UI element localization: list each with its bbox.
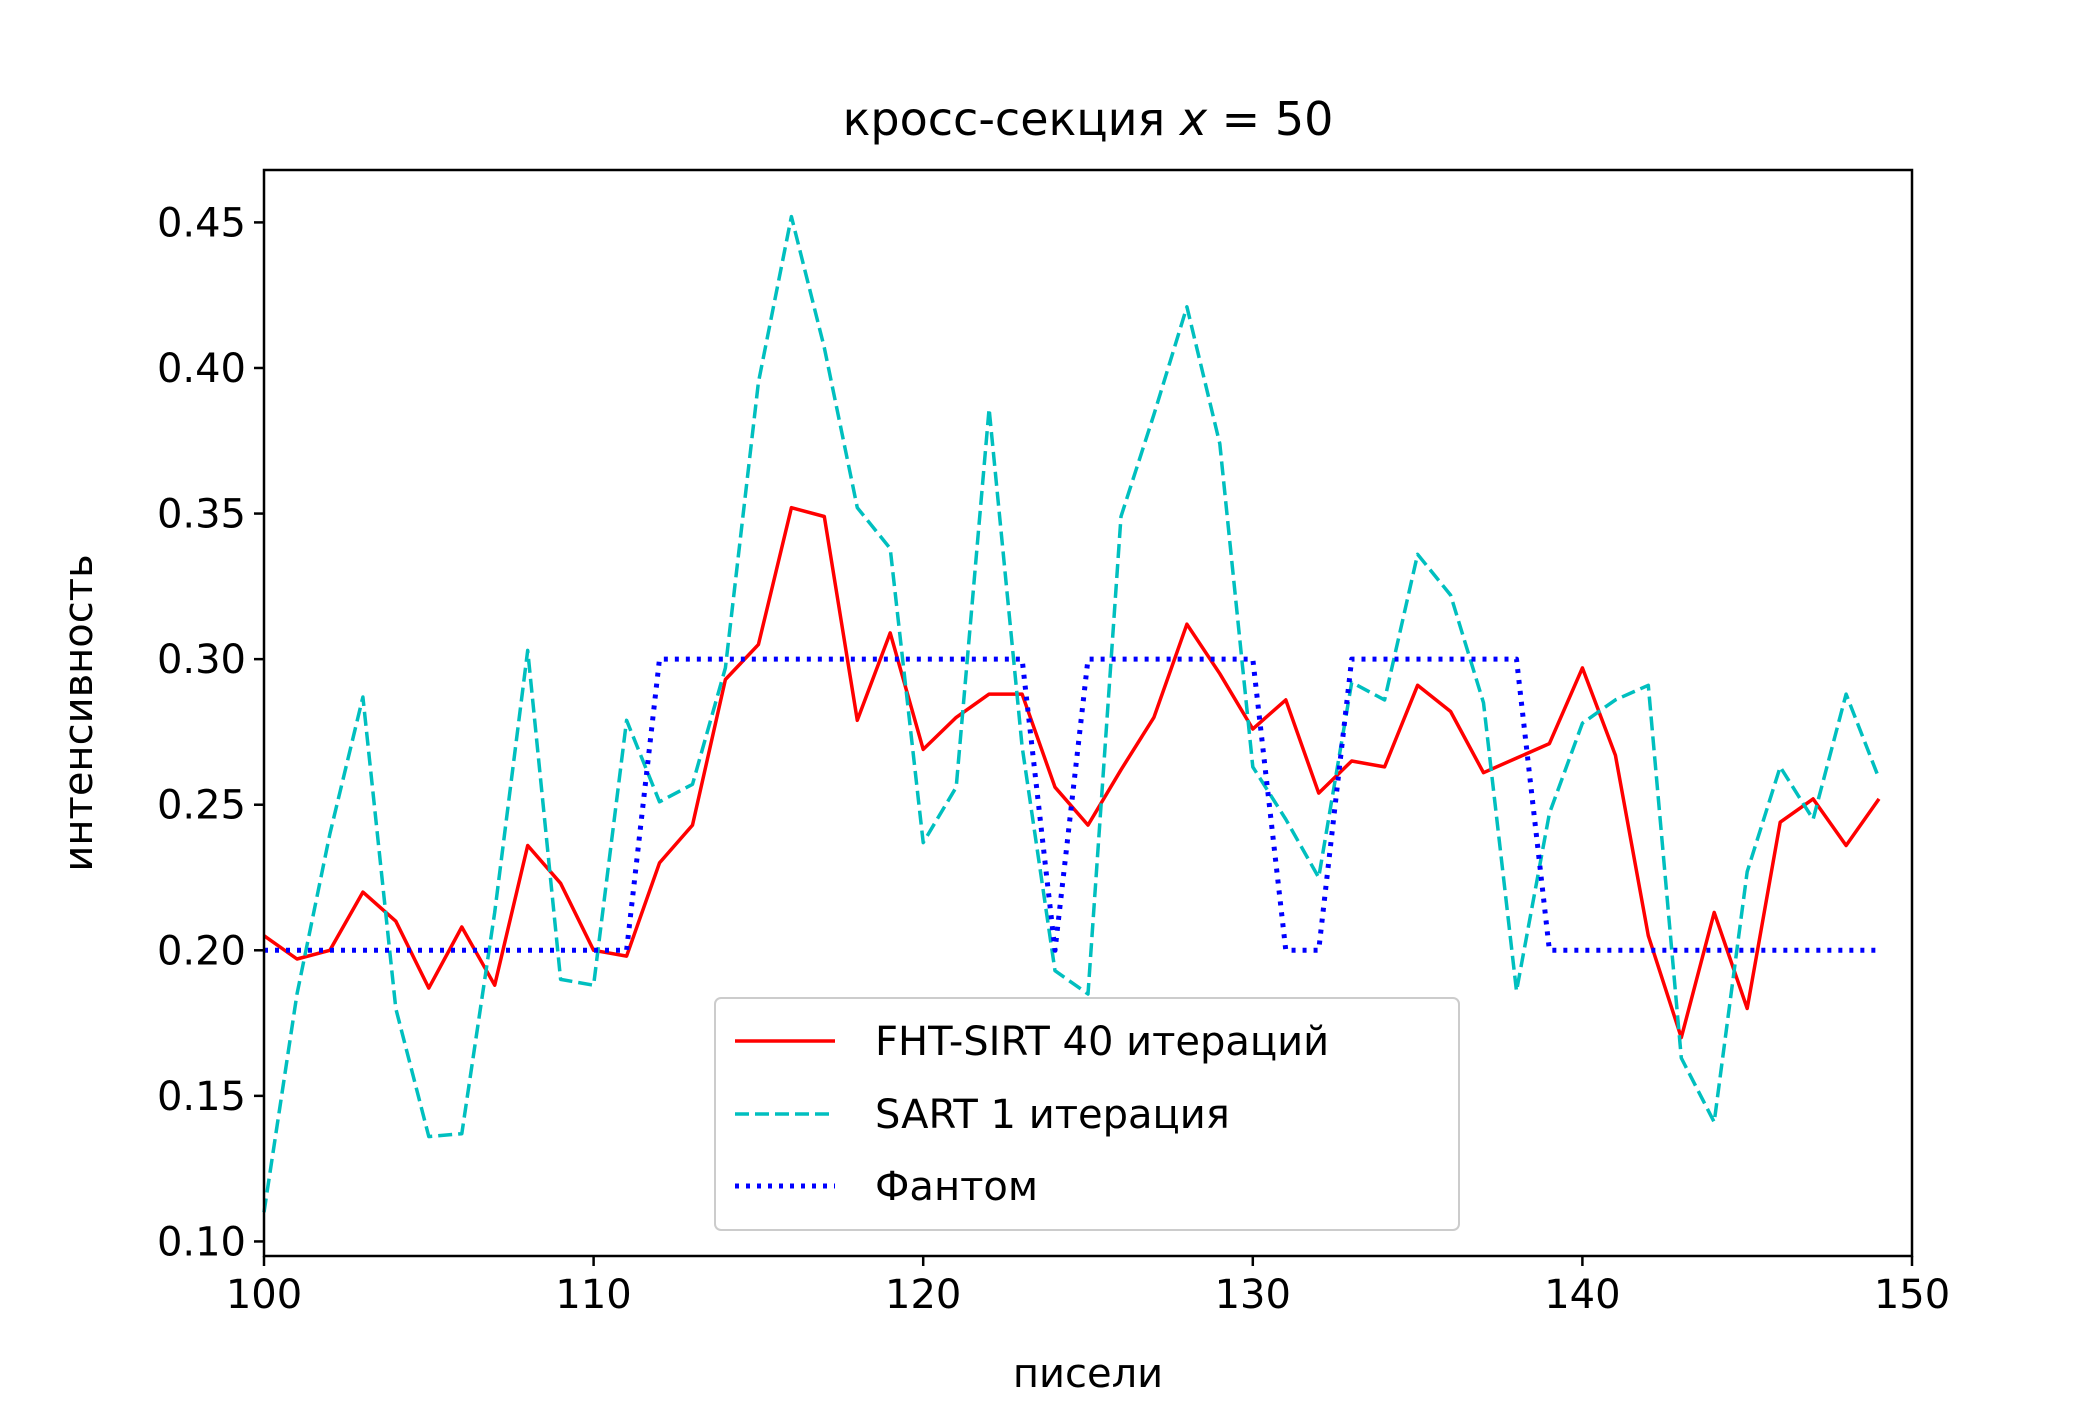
x-axis-label: писели [1013,1351,1163,1397]
legend: FHT-SIRT 40 итераций SART 1 итерация Фан… [714,997,1460,1231]
chart-title-variable: x [1178,92,1208,146]
y-axis-label: интенсивность [56,554,102,871]
x-tick-label: 140 [1544,1272,1620,1318]
x-tick-label: 110 [555,1272,631,1318]
series-line-0 [262,505,1881,1040]
y-tick-label: 0.30 [157,637,246,683]
legend-box [714,997,1460,1231]
chart-title: кросс-секция x = 50 [843,92,1334,146]
plot-frame [262,168,1914,1258]
y-tick-label: 0.20 [157,928,246,974]
plot-area [262,214,1881,1213]
series-line-2 [264,656,1879,953]
x-tick-label: 150 [1874,1272,1950,1318]
axes: 100 110 120 130 140 150 0.10 0.15 0.20 0.25 0.30 0.… [157,168,1950,1318]
y-tick-label: 0.40 [157,346,246,392]
chart-title-rest: = 50 [1207,92,1333,146]
x-tick-label: 130 [1215,1272,1291,1318]
series-line-1 [262,214,1881,1213]
y-tick-label: 0.45 [157,200,246,246]
legend-label-phantom: Фантом [875,1164,1038,1210]
y-tick-label: 0.25 [157,783,246,829]
x-tick-label: 120 [885,1272,961,1318]
chart-title-prefix: кросс-секция [843,92,1180,146]
y-tick-label: 0.10 [157,1219,246,1265]
legend-label-sart: SART 1 итерация [875,1092,1230,1138]
y-tick-label: 0.35 [157,492,246,538]
x-tick-label: 100 [226,1272,302,1318]
legend-label-fht-sirt: FHT-SIRT 40 итераций [875,1019,1329,1065]
y-tick-label: 0.15 [157,1074,246,1120]
